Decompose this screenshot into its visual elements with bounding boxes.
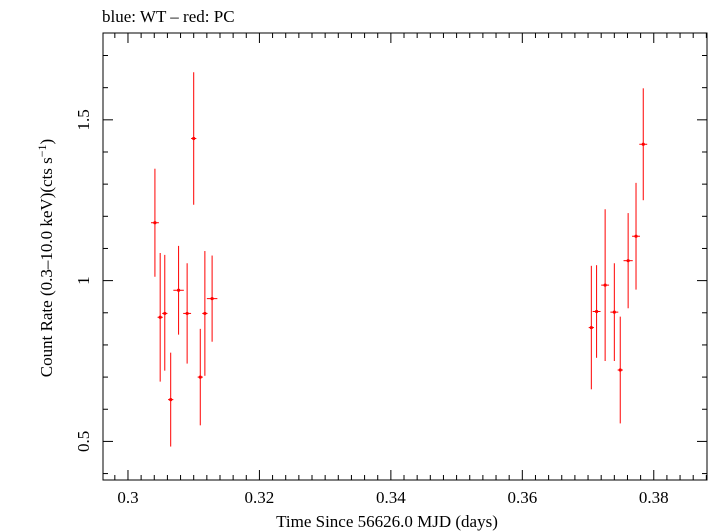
y-axis-label: Count Rate (0.3–10.0 keV)(cts s−1) (35, 139, 56, 377)
data-point (617, 316, 623, 424)
chart-title: blue: WT – red: PC (102, 7, 235, 26)
data-point (197, 328, 203, 426)
data-point (191, 72, 197, 205)
x-tick-label: 0.38 (639, 488, 669, 507)
data-marker (158, 315, 162, 319)
data-point (168, 352, 174, 447)
data-marker (641, 142, 645, 146)
axis-ticks (103, 33, 707, 480)
data-point (157, 252, 163, 382)
data-marker (603, 283, 607, 287)
data-marker (594, 309, 599, 314)
data-point (183, 263, 192, 364)
data-marker (634, 234, 638, 238)
data-marker (618, 368, 622, 372)
data-point (588, 265, 594, 390)
y-tick-label: 1 (74, 276, 93, 285)
data-point (173, 245, 184, 335)
data-points (150, 72, 648, 447)
data-marker (626, 259, 630, 263)
data-marker (198, 375, 202, 379)
x-tick-label: 0.34 (376, 488, 406, 507)
data-marker (169, 398, 173, 402)
data-marker (176, 288, 181, 292)
x-tick-label: 0.3 (117, 488, 138, 507)
data-point (592, 265, 601, 358)
data-point (206, 255, 218, 342)
axis-tick-labels: 0.3 0.32 0.34 0.36 0.38 0.5 1 1.5 (74, 109, 669, 507)
data-point (202, 251, 208, 376)
data-marker (163, 311, 167, 316)
data-marker (612, 310, 616, 314)
data-point (639, 88, 648, 201)
data-marker (185, 311, 189, 316)
x-axis-label: Time Since 56626.0 MJD (days) (276, 512, 498, 531)
data-point (623, 213, 633, 309)
x-tick-label: 0.32 (245, 488, 275, 507)
x-tick-label: 0.36 (507, 488, 537, 507)
data-point (632, 182, 640, 290)
data-marker (589, 325, 593, 330)
data-point (162, 254, 168, 371)
plot-frame (102, 32, 708, 481)
data-point (150, 168, 159, 277)
data-marker (210, 297, 214, 301)
data-point (601, 209, 610, 362)
y-tick-label: 1.5 (74, 109, 93, 130)
y-tick-label: 0.5 (74, 431, 93, 452)
data-point (610, 263, 619, 362)
data-marker (203, 311, 207, 316)
data-marker (153, 221, 157, 225)
data-marker (192, 136, 196, 141)
